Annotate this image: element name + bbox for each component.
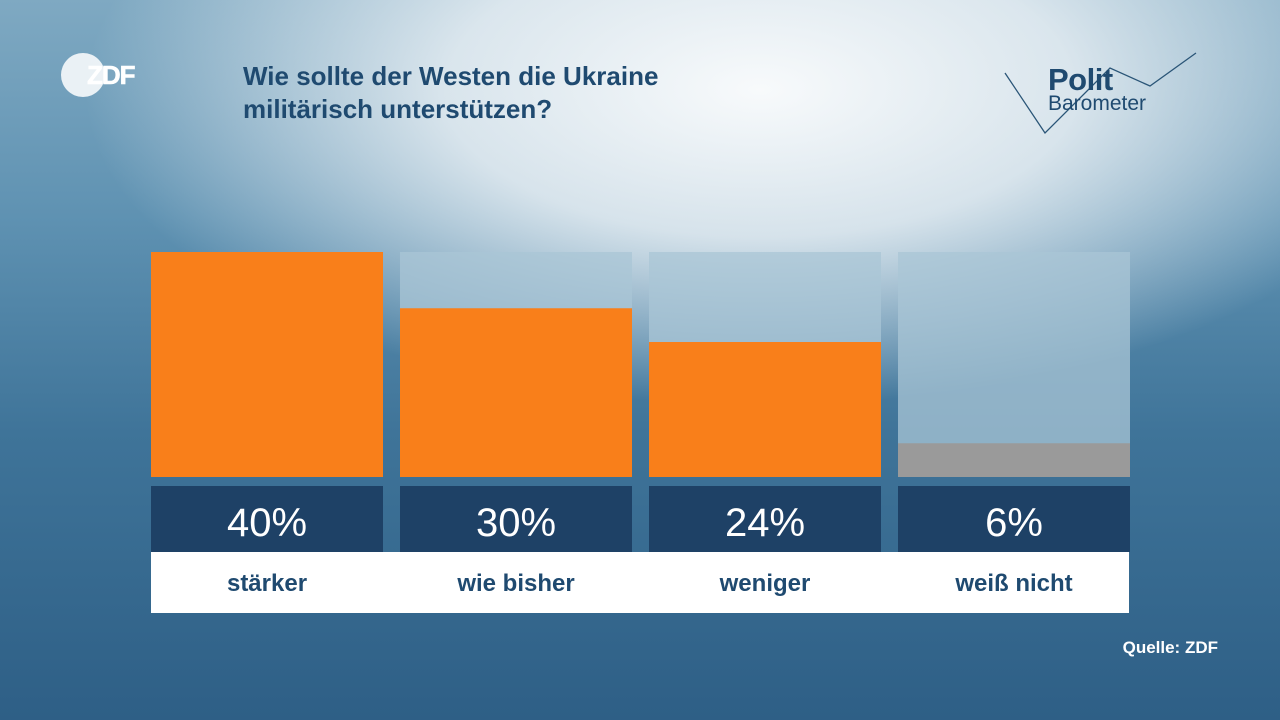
politbarometer-word-polit: Polit (1048, 62, 1113, 97)
zdf-logo-text: ZDF (87, 60, 135, 90)
politbarometer-line-icon (1004, 52, 1197, 135)
bar-track-weiss-nicht (898, 252, 1130, 477)
value-label-wie-bisher: 30% (476, 501, 556, 545)
value-band-wie-bisher (400, 486, 632, 552)
bar-wie-bisher (400, 308, 632, 477)
value-band-weniger (649, 486, 881, 552)
value-label-staerker: 40% (227, 501, 307, 545)
category-label-staerker: stärker (227, 570, 307, 597)
category-label-weniger: weniger (719, 570, 811, 597)
bar-weniger (649, 342, 881, 477)
chart-title-line-2: militärisch unterstützen? (243, 94, 553, 124)
chart-title: Wie sollte der Westen die Ukraine militä… (243, 60, 803, 126)
category-label-wie-bisher: wie bisher (456, 570, 574, 597)
value-label-weiss-nicht: 6% (985, 501, 1043, 545)
value-label-weniger: 24% (725, 501, 805, 545)
politbarometer-logo: Polit Barometer (1000, 48, 1200, 138)
source-note: Quelle: ZDF (1122, 638, 1218, 657)
politbarometer-word-barometer: Barometer (1048, 92, 1147, 115)
category-label-weiss-nicht: weiß nicht (954, 570, 1072, 597)
category-label-strip (151, 552, 1129, 613)
bar-staerker (151, 252, 383, 477)
bar-weiss-nicht (898, 443, 1130, 477)
value-band-staerker (151, 486, 383, 552)
value-band-weiss-nicht (898, 486, 1130, 552)
chart-title-line-1: Wie sollte der Westen die Ukraine (243, 61, 659, 91)
zdf-logo: ZDF (61, 53, 136, 97)
